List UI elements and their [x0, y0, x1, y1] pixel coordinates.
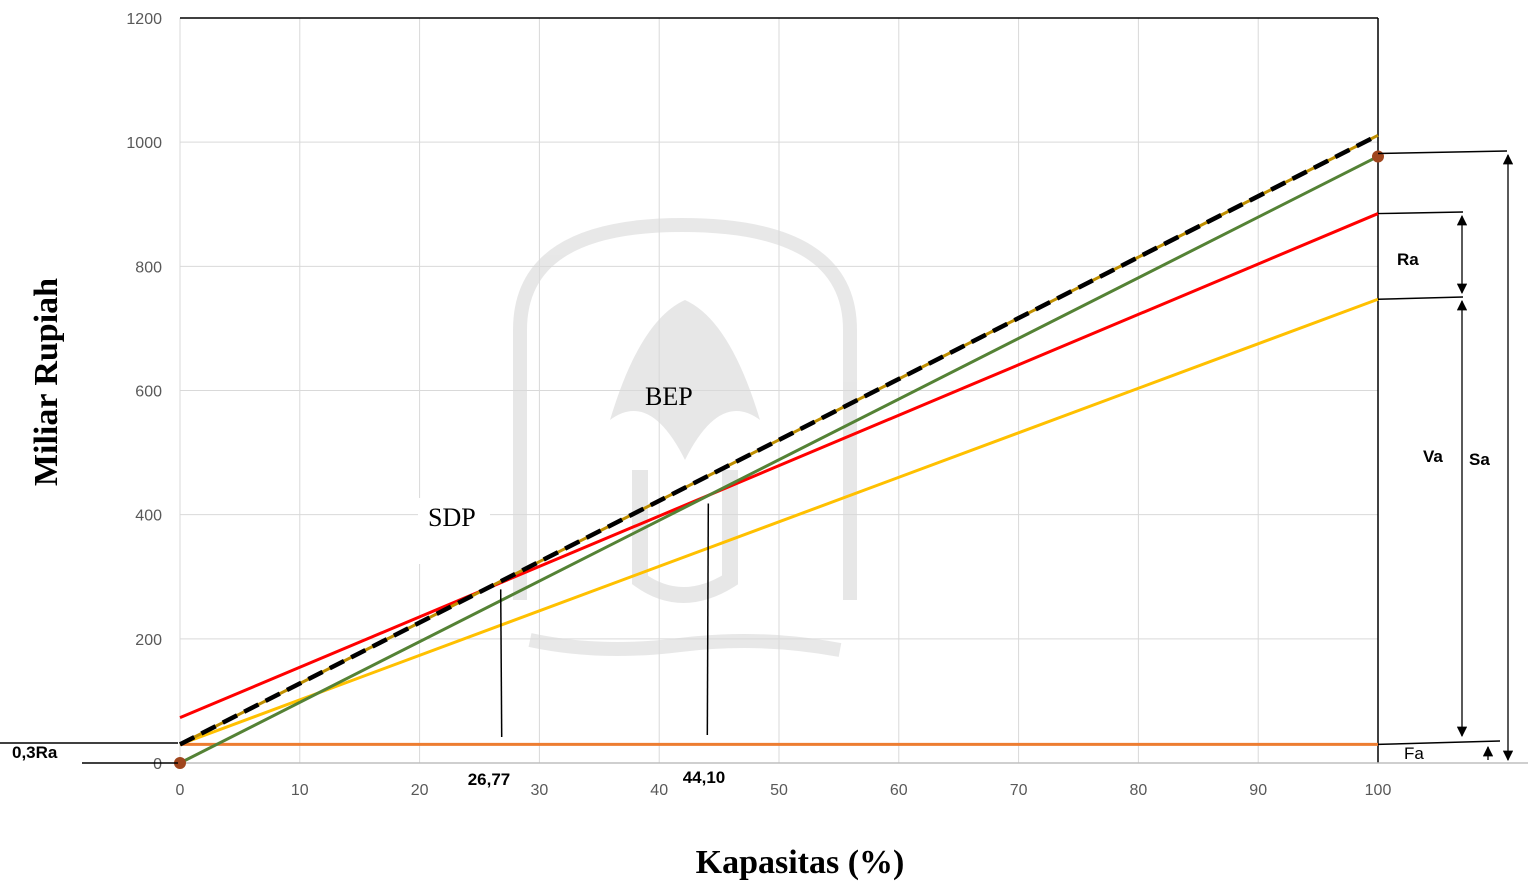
x-tick-label: 0	[176, 782, 185, 799]
x-tick-label: 80	[1130, 782, 1148, 799]
y-axis-title: Miliar Rupiah	[28, 278, 65, 486]
va-guide-line	[1377, 296, 1464, 300]
y-tick-label: 1000	[126, 135, 162, 152]
fixed-cost-label: 0,3Ra	[12, 743, 58, 762]
sdp-label: SDP	[428, 503, 476, 532]
x-tick-label: 90	[1249, 782, 1267, 799]
bep-marker-line	[706, 503, 710, 736]
sdp-value: 26,77	[468, 770, 511, 789]
sa-guide-line	[1377, 150, 1508, 155]
x-tick-label: 20	[411, 782, 429, 799]
y-tick-label: 400	[135, 508, 162, 525]
bep-label: BEP	[645, 382, 693, 411]
series-lines	[178, 133, 1380, 765]
university-seal-watermark	[513, 217, 857, 657]
x-tick-label: 40	[650, 782, 668, 799]
series-line-6	[178, 133, 1380, 747]
ra-label: Ra	[1397, 250, 1419, 269]
sa-label: Sa	[1469, 450, 1490, 469]
data-point-2	[1372, 150, 1384, 163]
series-line-3	[179, 212, 1379, 720]
ra-guide-line	[1377, 211, 1464, 215]
bep-value: 44,10	[683, 768, 726, 787]
y-tick-label: 600	[135, 384, 162, 401]
y-tick-label: 200	[135, 632, 162, 649]
sdp-label-background	[418, 498, 490, 564]
sdp-marker-line	[499, 589, 503, 738]
y-tick-label: 800	[135, 259, 162, 276]
series-line-4	[179, 155, 1379, 765]
fa-label: Fa	[1404, 744, 1424, 763]
x-tick-label: 100	[1365, 782, 1392, 799]
y-tick-label: 0	[153, 756, 162, 773]
fa-guide-line	[1377, 740, 1501, 746]
series-line-2	[179, 297, 1379, 746]
annotation-marks	[0, 150, 1514, 764]
x-axis-title: Kapasitas (%)	[696, 844, 905, 881]
data-point-1	[174, 757, 186, 769]
x-tick-label: 70	[1010, 782, 1028, 799]
va-label: Va	[1423, 447, 1443, 466]
x-tick-label: 60	[890, 782, 908, 799]
x-tick-label: 50	[770, 782, 788, 799]
y-axis-ticks: 0 200 400 600 800 1000 1200	[126, 11, 162, 773]
y-tick-label: 1200	[126, 11, 162, 28]
x-tick-label: 30	[531, 782, 549, 799]
x-axis-ticks: 0 10 20 30 40 50 60 70 80 90 100	[176, 782, 1392, 799]
plot-frame	[180, 17, 1528, 764]
x-tick-label: 10	[291, 782, 309, 799]
